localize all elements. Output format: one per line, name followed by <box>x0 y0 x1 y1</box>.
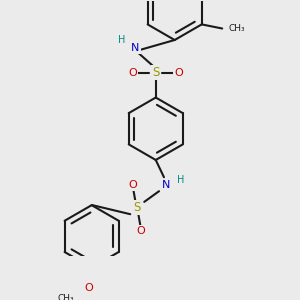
Text: O: O <box>84 283 93 293</box>
Text: S: S <box>152 66 159 80</box>
Text: N: N <box>131 43 140 53</box>
Text: H: H <box>177 175 184 185</box>
Text: O: O <box>174 68 183 78</box>
Text: CH₃: CH₃ <box>229 24 245 33</box>
Text: O: O <box>136 226 145 236</box>
Text: O: O <box>128 180 137 190</box>
Text: S: S <box>133 201 140 214</box>
Text: H: H <box>118 35 126 45</box>
Text: O: O <box>128 68 137 78</box>
Text: N: N <box>161 180 170 190</box>
Text: CH₃: CH₃ <box>58 293 74 300</box>
